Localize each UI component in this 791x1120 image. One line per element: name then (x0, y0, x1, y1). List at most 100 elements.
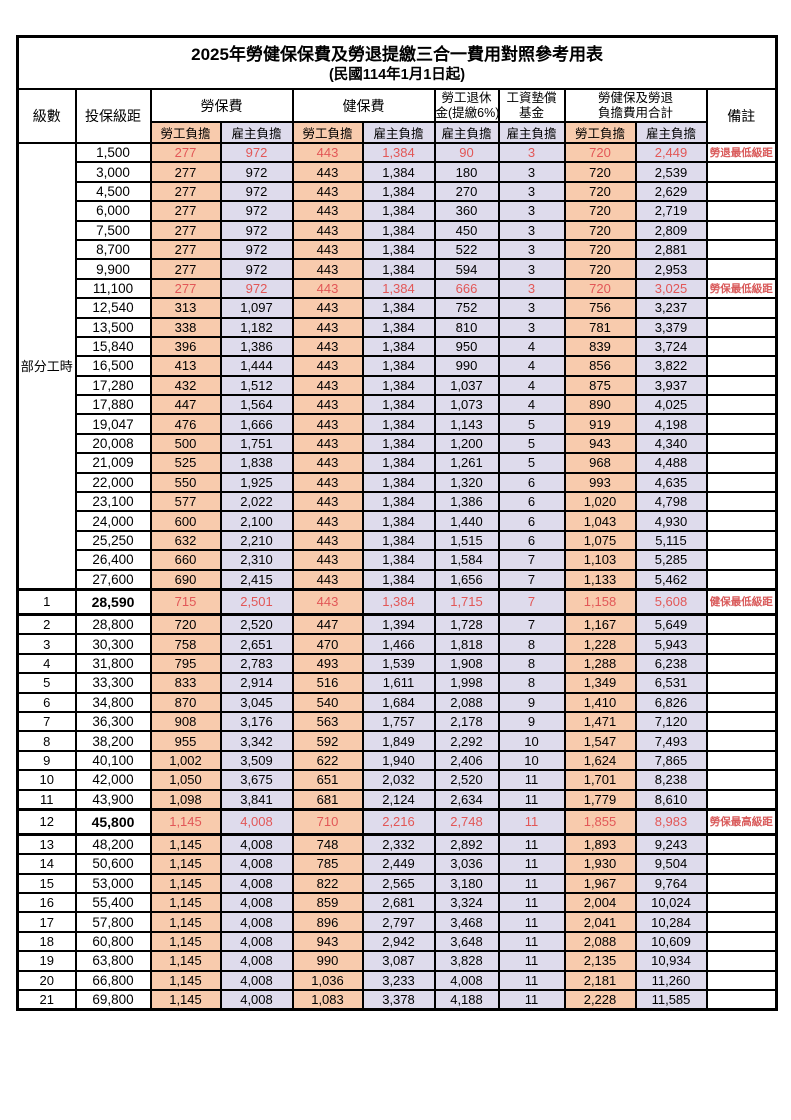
value-cell: 4,008 (219, 989, 294, 1011)
value-cell: 277 (149, 219, 222, 241)
value-cell: 2,501 (219, 587, 294, 616)
value-cell: 1,515 (433, 529, 500, 552)
value-cell: 955 (149, 730, 222, 752)
value-cell: 10,024 (634, 892, 708, 914)
value-cell: 1,145 (149, 989, 222, 1011)
remark-cell (705, 930, 778, 953)
salary-cell: 11,100 (74, 277, 152, 300)
table-row: 27,600 690 2,415 443 1,384 1,656 7 1,133 5,462 (18, 568, 778, 591)
salary-cell: 43,900 (74, 788, 152, 811)
remark-cell (705, 510, 778, 532)
value-cell: 1,083 (291, 989, 364, 1011)
table-row: 21 69,800 1,145 4,008 1,083 3,378 4,188 11 2,228… (16, 989, 778, 1011)
value-cell: 4,798 (634, 491, 708, 513)
value-cell: 2,228 (563, 989, 637, 1011)
value-cell: 890 (563, 394, 637, 416)
header-row-burden: 勞工負擔 雇主負擔 勞工負擔 雇主負擔 雇主負擔 雇主負擔 勞工負擔 雇主負擔 (18, 121, 777, 144)
remark-cell (705, 892, 778, 914)
remark-cell (705, 238, 778, 261)
table-row: 14 50,600 1,145 4,008 785 2,449 3,036 11 1,930 9,… (16, 853, 778, 875)
value-cell: 785 (291, 853, 364, 875)
value-cell: 500 (149, 432, 222, 455)
value-cell: 450 (433, 219, 500, 241)
table-row: 部分工時 1,500 277 972 443 1,384 90 3 720 2,449 勞退最低級距 (16, 141, 778, 591)
value-cell: 447 (291, 613, 364, 636)
value-cell: 493 (291, 652, 364, 675)
value-cell: 1,036 (291, 969, 364, 992)
salary-cell: 31,800 (74, 652, 152, 675)
value-cell: 4 (497, 394, 566, 416)
salary-cell: 45,800 (74, 807, 152, 836)
value-cell: 1,547 (563, 730, 637, 752)
value-cell: 720 (563, 238, 637, 261)
value-cell: 7,865 (634, 749, 708, 772)
value-cell: 11,585 (634, 989, 708, 1011)
value-cell: 1,394 (361, 613, 436, 636)
value-cell: 3 (497, 316, 566, 338)
value-cell: 4,008 (219, 930, 294, 953)
col-header-pension: 勞工退休 金(提繳6%) (433, 88, 500, 123)
value-cell: 1,145 (149, 853, 222, 875)
value-cell: 3 (497, 238, 566, 261)
value-cell: 1,384 (361, 219, 436, 241)
salary-cell: 66,800 (74, 969, 152, 992)
level-cell: 13 (16, 833, 77, 856)
value-cell: 972 (219, 238, 294, 261)
salary-cell: 48,200 (74, 833, 152, 856)
level-cell: 19 (16, 950, 77, 972)
value-cell: 525 (149, 452, 222, 474)
value-cell: 7 (497, 613, 566, 636)
col-header-level: 級數 (16, 88, 77, 144)
remark-cell (705, 911, 778, 933)
table-row: 4,500 277 972 443 1,384 270 3 720 2,629 (18, 180, 778, 203)
value-cell: 313 (149, 297, 222, 319)
value-cell: 870 (149, 691, 222, 713)
level-cell: 11 (16, 788, 77, 811)
remark-cell (705, 491, 778, 513)
value-cell: 972 (219, 180, 294, 203)
salary-cell: 17,280 (74, 374, 152, 397)
value-cell: 2,088 (563, 930, 637, 953)
table-row: 19,047 476 1,666 443 1,384 1,143 5 919 4,198 (18, 413, 778, 435)
table-row: 16 55,400 1,145 4,008 859 2,681 3,324 11 2,004 10… (16, 892, 778, 914)
value-cell: 5,285 (634, 549, 708, 571)
table-row: 3 30,300 758 2,651 470 1,466 1,818 8 1,228 5,943 (16, 633, 778, 655)
value-cell: 11 (497, 788, 566, 811)
value-cell: 1,384 (361, 491, 436, 513)
value-cell: 1,145 (149, 930, 222, 953)
remark-cell (705, 950, 778, 972)
value-cell: 3 (497, 161, 566, 183)
remark-cell (705, 730, 778, 752)
remark-cell (705, 471, 778, 494)
value-cell: 4,008 (219, 911, 294, 933)
value-cell: 3,378 (361, 989, 436, 1011)
value-cell: 1,288 (563, 652, 637, 675)
value-cell: 2,748 (433, 807, 500, 836)
table-row: 8,700 277 972 443 1,384 522 3 720 2,881 (18, 238, 778, 261)
value-cell: 2,520 (219, 613, 294, 636)
salary-cell: 63,800 (74, 950, 152, 972)
table-row: 20 66,800 1,145 4,008 1,036 3,233 4,008 11 2,181… (16, 969, 778, 992)
value-cell: 1,145 (149, 833, 222, 856)
subheader-total-employer: 雇主負擔 (634, 121, 708, 144)
value-cell: 10,609 (634, 930, 708, 953)
value-cell: 277 (149, 258, 222, 280)
salary-cell: 40,100 (74, 749, 152, 772)
level-cell: 20 (16, 969, 77, 992)
value-cell: 4,188 (433, 989, 500, 1011)
value-cell: 443 (291, 316, 364, 338)
value-cell: 540 (291, 691, 364, 713)
remark-cell (705, 335, 778, 358)
col-header-wage-fund: 工資墊償 基金 (497, 88, 566, 123)
value-cell: 1,384 (361, 161, 436, 183)
value-cell: 577 (149, 491, 222, 513)
value-cell: 2,881 (634, 238, 708, 261)
value-cell: 10 (497, 749, 566, 772)
value-cell: 4,635 (634, 471, 708, 494)
value-cell: 1,684 (361, 691, 436, 713)
value-cell: 1,133 (563, 568, 637, 591)
value-cell: 3,087 (361, 950, 436, 972)
wage-fund-header-line2: 基金 (518, 105, 544, 120)
value-cell: 632 (149, 529, 222, 552)
title-block: 2025年勞健保保費及勞退提繳三合一費用對照參考用表 (民國114年1月1日起) (16, 35, 778, 90)
